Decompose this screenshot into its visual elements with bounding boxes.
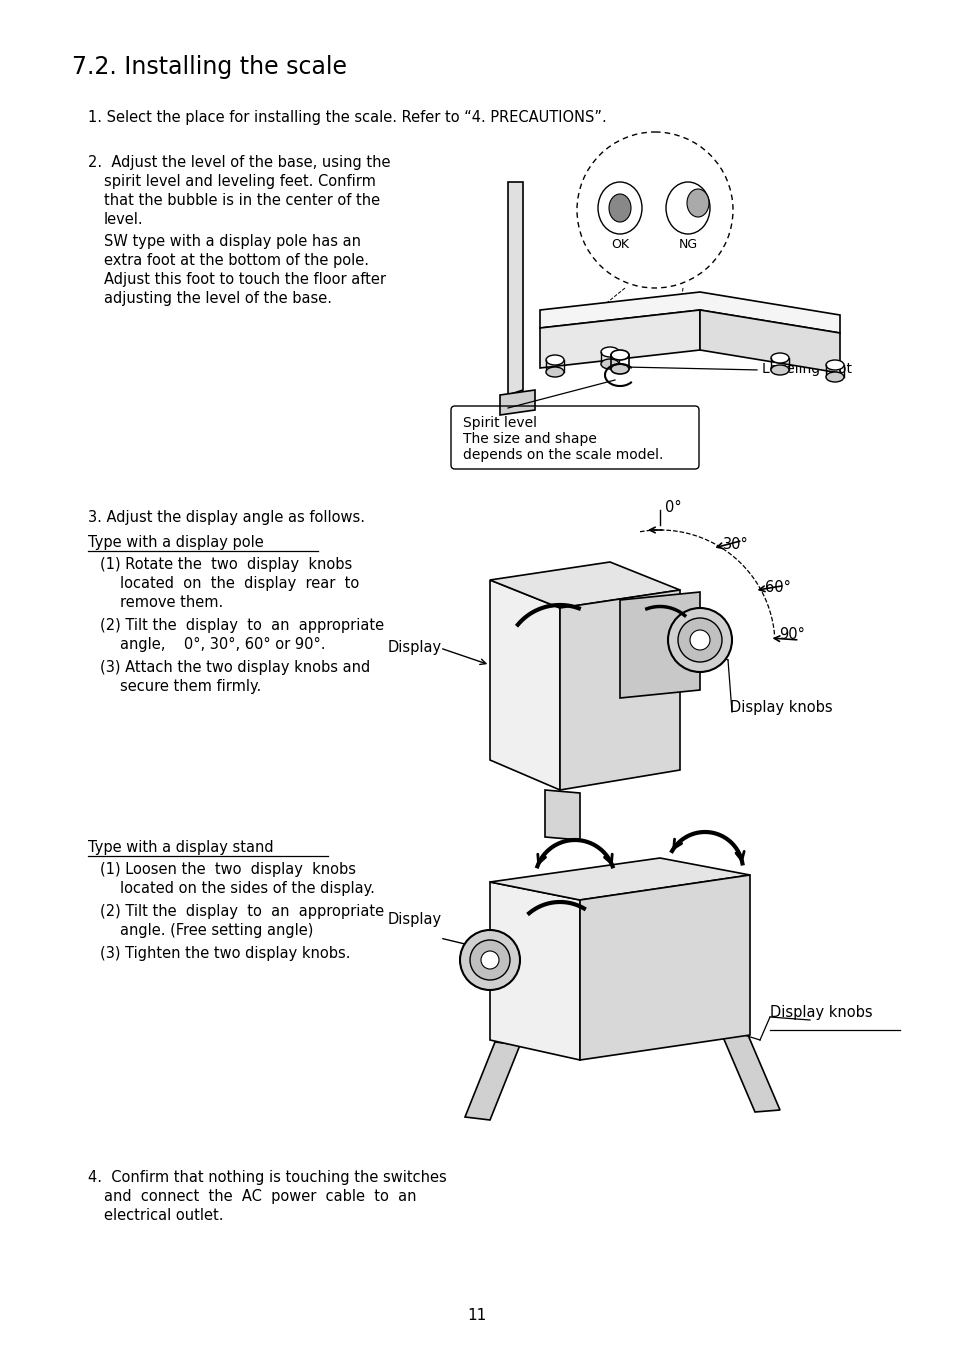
Text: electrical outlet.: electrical outlet. bbox=[104, 1208, 223, 1223]
Ellipse shape bbox=[610, 364, 628, 374]
Text: angle. (Free setting angle): angle. (Free setting angle) bbox=[120, 923, 313, 938]
Ellipse shape bbox=[610, 350, 628, 360]
Polygon shape bbox=[490, 859, 749, 900]
Text: Type with a display stand: Type with a display stand bbox=[88, 840, 274, 855]
Text: Spirit level: Spirit level bbox=[462, 416, 537, 431]
Text: 2.  Adjust the level of the base, using the: 2. Adjust the level of the base, using t… bbox=[88, 155, 390, 170]
Text: level.: level. bbox=[104, 212, 144, 227]
Circle shape bbox=[689, 630, 709, 649]
Circle shape bbox=[480, 950, 498, 969]
Ellipse shape bbox=[600, 347, 618, 356]
Ellipse shape bbox=[770, 364, 788, 375]
Polygon shape bbox=[720, 1027, 780, 1112]
Text: 7.2. Installing the scale: 7.2. Installing the scale bbox=[71, 55, 347, 80]
Polygon shape bbox=[464, 1042, 519, 1120]
Text: located on the sides of the display.: located on the sides of the display. bbox=[120, 882, 375, 896]
Polygon shape bbox=[579, 875, 749, 1060]
Text: Display knobs: Display knobs bbox=[769, 1004, 872, 1021]
Text: Display: Display bbox=[388, 640, 441, 655]
Text: adjusting the level of the base.: adjusting the level of the base. bbox=[104, 292, 332, 306]
Text: OK: OK bbox=[610, 238, 628, 251]
Text: 60°: 60° bbox=[763, 579, 790, 594]
Text: secure them firmly.: secure them firmly. bbox=[120, 679, 261, 694]
Text: SW type with a display pole has an: SW type with a display pole has an bbox=[104, 234, 360, 248]
Text: (3) Attach the two display knobs and: (3) Attach the two display knobs and bbox=[100, 660, 370, 675]
Polygon shape bbox=[619, 593, 700, 698]
Text: extra foot at the bottom of the pole.: extra foot at the bottom of the pole. bbox=[104, 252, 369, 269]
Text: 0°: 0° bbox=[664, 500, 680, 514]
Polygon shape bbox=[544, 790, 579, 840]
Ellipse shape bbox=[608, 194, 630, 221]
Polygon shape bbox=[499, 390, 535, 414]
Polygon shape bbox=[490, 562, 679, 608]
Circle shape bbox=[459, 930, 519, 990]
Text: Display knobs: Display knobs bbox=[729, 701, 832, 716]
Circle shape bbox=[667, 608, 731, 672]
Text: (1) Rotate the  two  display  knobs: (1) Rotate the two display knobs bbox=[100, 558, 352, 572]
Polygon shape bbox=[490, 580, 559, 790]
Polygon shape bbox=[507, 182, 522, 396]
Text: 30°: 30° bbox=[721, 537, 747, 552]
Polygon shape bbox=[539, 292, 840, 333]
Ellipse shape bbox=[600, 359, 618, 369]
Ellipse shape bbox=[598, 182, 641, 234]
Ellipse shape bbox=[545, 367, 563, 377]
Text: Display: Display bbox=[388, 913, 441, 927]
Circle shape bbox=[470, 940, 510, 980]
Text: remove them.: remove them. bbox=[120, 595, 223, 610]
Text: Adjust this foot to touch the floor after: Adjust this foot to touch the floor afte… bbox=[104, 271, 386, 288]
Text: (2) Tilt the  display  to  an  appropriate: (2) Tilt the display to an appropriate bbox=[100, 618, 384, 633]
Text: 11: 11 bbox=[467, 1308, 486, 1323]
Ellipse shape bbox=[825, 373, 843, 382]
Ellipse shape bbox=[665, 182, 709, 234]
Text: Leveling foot: Leveling foot bbox=[761, 362, 851, 377]
Polygon shape bbox=[559, 590, 679, 790]
Polygon shape bbox=[700, 310, 840, 373]
Text: 90°: 90° bbox=[779, 626, 804, 643]
Text: (2) Tilt the  display  to  an  appropriate: (2) Tilt the display to an appropriate bbox=[100, 904, 384, 919]
Text: (1) Loosen the  two  display  knobs: (1) Loosen the two display knobs bbox=[100, 863, 355, 878]
Ellipse shape bbox=[825, 360, 843, 370]
Text: 1. Select the place for installing the scale. Refer to “4. PRECAUTIONS”.: 1. Select the place for installing the s… bbox=[88, 109, 606, 126]
Text: located  on  the  display  rear  to: located on the display rear to bbox=[120, 576, 359, 591]
Text: The size and shape: The size and shape bbox=[462, 432, 597, 446]
Text: spirit level and leveling feet. Confirm: spirit level and leveling feet. Confirm bbox=[104, 174, 375, 189]
Polygon shape bbox=[539, 310, 700, 369]
Text: depends on the scale model.: depends on the scale model. bbox=[462, 448, 662, 462]
Circle shape bbox=[678, 618, 721, 662]
Ellipse shape bbox=[686, 189, 708, 217]
Text: 4.  Confirm that nothing is touching the switches: 4. Confirm that nothing is touching the … bbox=[88, 1170, 446, 1185]
Text: (3) Tighten the two display knobs.: (3) Tighten the two display knobs. bbox=[100, 946, 350, 961]
Text: NG: NG bbox=[678, 238, 697, 251]
Ellipse shape bbox=[770, 352, 788, 363]
Text: 3. Adjust the display angle as follows.: 3. Adjust the display angle as follows. bbox=[88, 510, 365, 525]
Text: Type with a display pole: Type with a display pole bbox=[88, 535, 263, 549]
Polygon shape bbox=[490, 882, 579, 1060]
Text: that the bubble is in the center of the: that the bubble is in the center of the bbox=[104, 193, 379, 208]
Ellipse shape bbox=[545, 355, 563, 364]
Text: angle,    0°, 30°, 60° or 90°.: angle, 0°, 30°, 60° or 90°. bbox=[120, 637, 325, 652]
Text: and  connect  the  AC  power  cable  to  an: and connect the AC power cable to an bbox=[104, 1189, 416, 1204]
